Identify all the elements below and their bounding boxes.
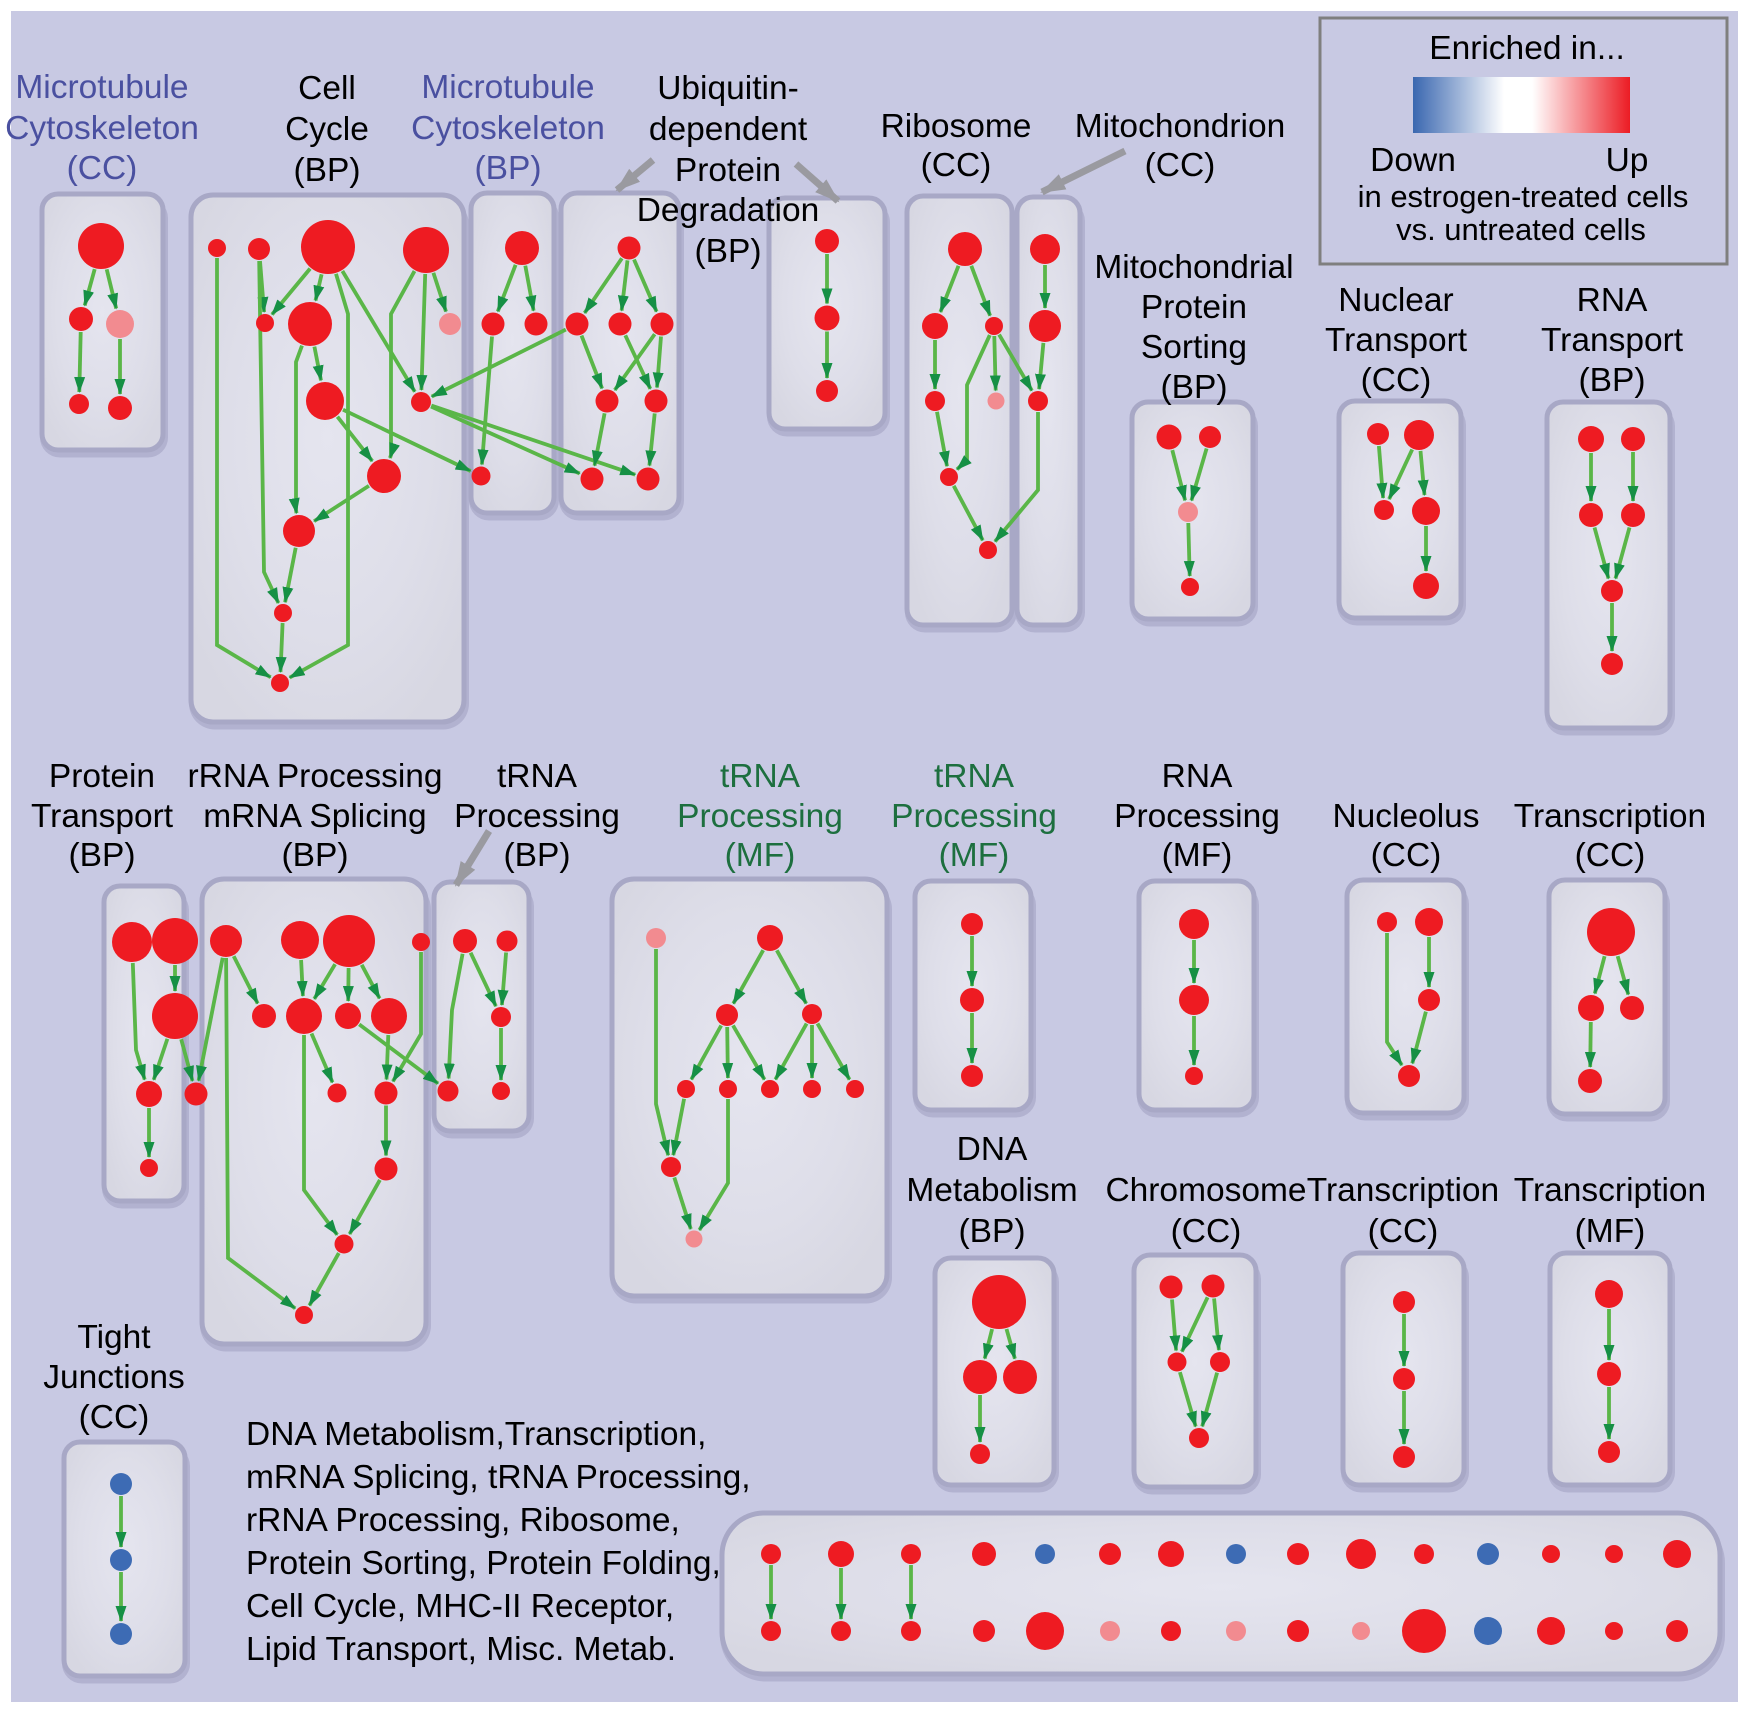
- svg-text:Down: Down: [1370, 142, 1456, 179]
- svg-text:mRNA Splicing, tRNA Processing: mRNA Splicing, tRNA Processing,: [246, 1459, 751, 1496]
- svg-text:Microtubule: Microtubule: [421, 69, 594, 106]
- svg-text:Cell: Cell: [298, 70, 356, 107]
- svg-text:Enriched in...: Enriched in...: [1429, 30, 1625, 67]
- svg-text:Processing: Processing: [677, 798, 843, 835]
- svg-text:(CC): (CC): [79, 1399, 150, 1436]
- svg-text:DNA Metabolism,Transcription,: DNA Metabolism,Transcription,: [246, 1416, 706, 1453]
- svg-text:mRNA Splicing: mRNA Splicing: [203, 798, 426, 835]
- svg-text:Cell Cycle, MHC-II Receptor,: Cell Cycle, MHC-II Receptor,: [246, 1588, 674, 1625]
- svg-text:Junctions: Junctions: [43, 1359, 185, 1396]
- svg-text:rRNA Processing: rRNA Processing: [187, 758, 442, 795]
- svg-text:Nuclear: Nuclear: [1338, 282, 1453, 319]
- svg-text:(BP): (BP): [294, 152, 361, 189]
- svg-text:(BP): (BP): [282, 837, 349, 874]
- svg-text:(BP): (BP): [475, 150, 542, 187]
- svg-text:(BP): (BP): [1161, 369, 1228, 406]
- svg-text:Processing: Processing: [891, 798, 1057, 835]
- svg-text:Mitochondrial: Mitochondrial: [1094, 249, 1293, 286]
- svg-text:Ribosome: Ribosome: [881, 108, 1032, 145]
- svg-text:dependent: dependent: [649, 111, 808, 148]
- svg-text:(MF): (MF): [1575, 1213, 1646, 1250]
- svg-text:(CC): (CC): [1145, 147, 1216, 184]
- svg-text:Sorting: Sorting: [1141, 329, 1247, 366]
- svg-text:Microtubule: Microtubule: [15, 69, 188, 106]
- svg-text:Cytoskeleton: Cytoskeleton: [411, 110, 605, 147]
- svg-text:Transport: Transport: [31, 798, 174, 835]
- svg-text:Processing: Processing: [1114, 798, 1280, 835]
- svg-text:Cytoskeleton: Cytoskeleton: [5, 110, 199, 147]
- svg-text:(BP): (BP): [959, 1213, 1026, 1250]
- svg-text:(BP): (BP): [504, 837, 571, 874]
- svg-text:Protein: Protein: [675, 152, 781, 189]
- svg-text:(CC): (CC): [1368, 1213, 1439, 1250]
- svg-text:Transport: Transport: [1541, 322, 1684, 359]
- svg-text:tRNA: tRNA: [497, 758, 578, 795]
- svg-text:(CC): (CC): [67, 150, 138, 187]
- svg-text:(BP): (BP): [695, 233, 762, 270]
- svg-text:(CC): (CC): [921, 147, 992, 184]
- svg-text:(CC): (CC): [1171, 1213, 1242, 1250]
- svg-text:(BP): (BP): [1579, 362, 1646, 399]
- svg-text:Protein: Protein: [1141, 289, 1247, 326]
- svg-text:RNA: RNA: [1162, 758, 1233, 795]
- svg-text:Transcription: Transcription: [1307, 1172, 1499, 1209]
- svg-text:rRNA Processing, Ribosome,: rRNA Processing, Ribosome,: [246, 1502, 680, 1539]
- svg-text:(BP): (BP): [69, 837, 136, 874]
- svg-text:Chromosome: Chromosome: [1105, 1172, 1306, 1209]
- svg-text:Nucleolus: Nucleolus: [1332, 798, 1479, 835]
- svg-text:Ubiquitin-: Ubiquitin-: [657, 70, 799, 107]
- svg-text:Cycle: Cycle: [285, 111, 369, 148]
- svg-text:Transport: Transport: [1325, 322, 1468, 359]
- svg-text:Metabolism: Metabolism: [906, 1172, 1077, 1209]
- svg-text:tRNA: tRNA: [720, 758, 801, 795]
- svg-text:(MF): (MF): [725, 837, 796, 874]
- svg-text:Degradation: Degradation: [637, 192, 820, 229]
- svg-text:vs. untreated cells: vs. untreated cells: [1396, 212, 1646, 247]
- svg-text:in estrogen-treated cells: in estrogen-treated cells: [1358, 179, 1689, 214]
- svg-text:(CC): (CC): [1371, 837, 1442, 874]
- svg-text:Protein Sorting, Protein Foldi: Protein Sorting, Protein Folding,: [246, 1545, 721, 1582]
- svg-text:(CC): (CC): [1361, 362, 1432, 399]
- svg-text:Protein: Protein: [49, 758, 155, 795]
- svg-text:Mitochondrion: Mitochondrion: [1075, 108, 1285, 145]
- svg-text:Up: Up: [1606, 142, 1649, 179]
- svg-text:RNA: RNA: [1577, 282, 1648, 319]
- svg-text:(MF): (MF): [939, 837, 1010, 874]
- svg-text:Transcription: Transcription: [1514, 1172, 1706, 1209]
- svg-text:Processing: Processing: [454, 798, 620, 835]
- svg-text:DNA: DNA: [957, 1131, 1028, 1168]
- svg-text:Lipid Transport, Misc. Metab.: Lipid Transport, Misc. Metab.: [246, 1631, 676, 1668]
- svg-text:Transcription: Transcription: [1514, 798, 1706, 835]
- svg-text:tRNA: tRNA: [934, 758, 1015, 795]
- svg-text:Tight: Tight: [77, 1319, 151, 1356]
- svg-text:(CC): (CC): [1575, 837, 1646, 874]
- svg-text:(MF): (MF): [1162, 837, 1233, 874]
